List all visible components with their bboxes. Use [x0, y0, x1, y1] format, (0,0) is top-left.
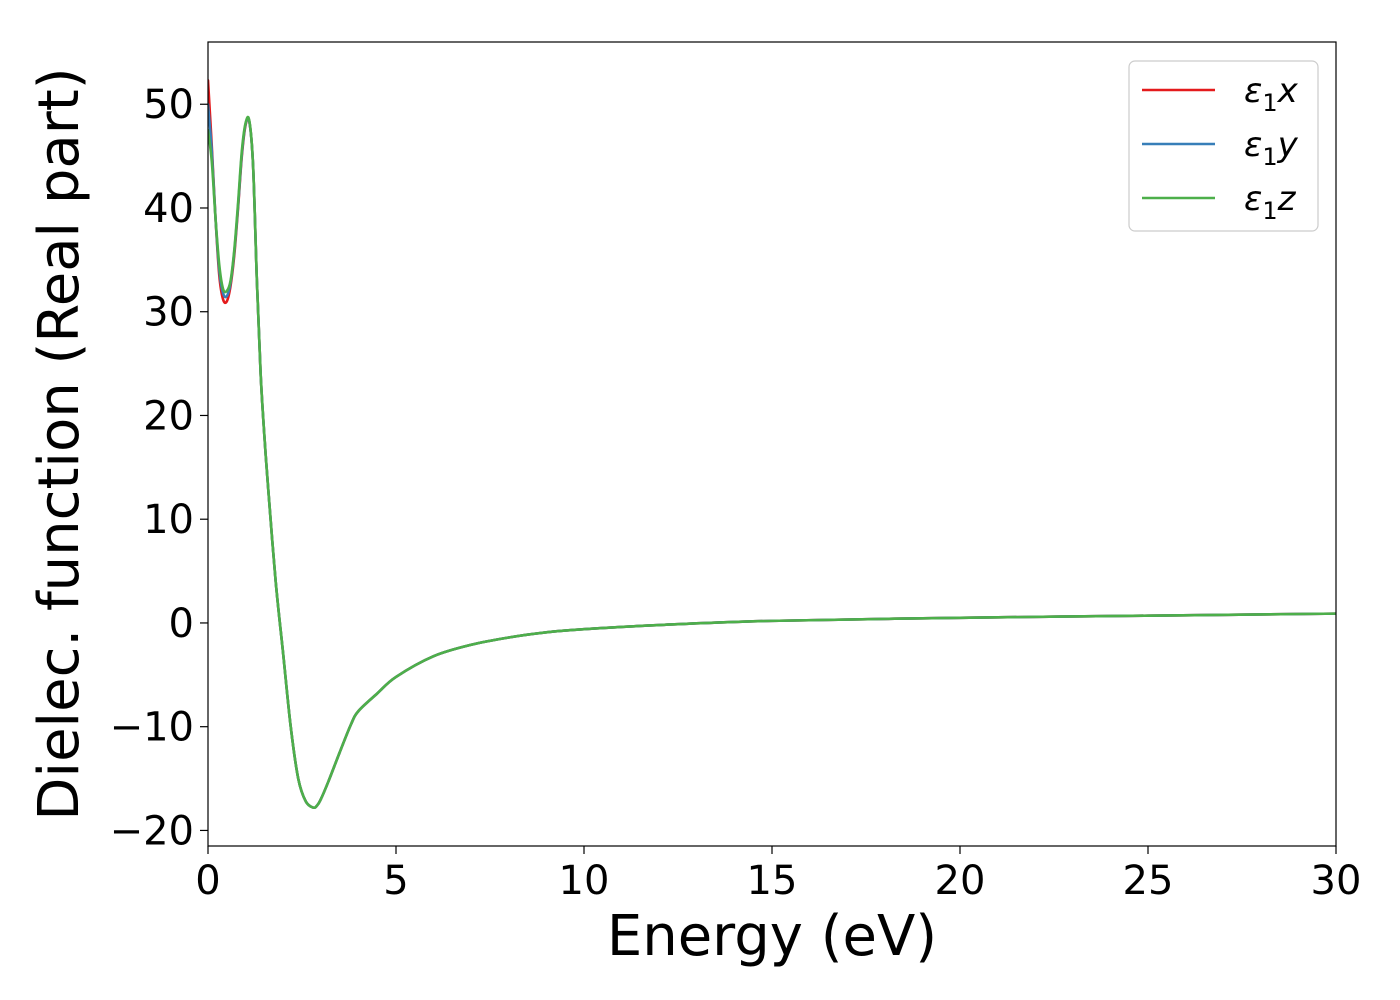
legend-component: y: [1277, 125, 1299, 165]
x-tick-label: 30: [1311, 858, 1362, 904]
y-tick-label: 30: [143, 290, 194, 336]
x-tick-label: 15: [747, 858, 798, 904]
legend-label-y: ε1y: [1244, 125, 1299, 171]
series-layer: [208, 79, 1336, 810]
legend-label-z: ε1z: [1244, 179, 1297, 225]
y-tick-label: 10: [143, 497, 194, 543]
y-axis-title: Dielec. function (Real part): [27, 67, 92, 820]
x-tick-label: 0: [195, 858, 220, 904]
y-tick-label: −10: [110, 705, 194, 751]
legend-symbol: ε: [1244, 71, 1262, 111]
legend-symbol: ε: [1244, 125, 1262, 165]
legend-box: [1128, 60, 1319, 232]
y-axis-ticks: −20 −10 0 10 20 30 40 50: [110, 82, 208, 854]
x-tick-label: 25: [1123, 858, 1174, 904]
x-tick-label: 5: [383, 858, 408, 904]
legend-subscript: 1: [1262, 89, 1277, 117]
y-tick-label: −20: [110, 808, 194, 854]
y-tick-label: 40: [143, 186, 194, 232]
series-line-z: [208, 115, 1336, 810]
legend-label-x: ε1x: [1244, 71, 1299, 117]
legend-subscript: 1: [1262, 143, 1277, 171]
legend-component: x: [1277, 71, 1299, 111]
x-tick-label: 20: [935, 858, 986, 904]
legend-symbol: ε: [1244, 179, 1262, 219]
x-axis-ticks: 0 5 10 15 20 25 30: [195, 846, 1361, 904]
legend-subscript: 1: [1262, 197, 1277, 225]
x-axis-title: Energy (eV): [607, 904, 937, 969]
legend-component: z: [1277, 179, 1297, 219]
y-tick-label: 50: [143, 82, 194, 128]
y-tick-label: 20: [143, 393, 194, 439]
x-tick-label: 10: [559, 858, 610, 904]
y-tick-label: 0: [169, 601, 194, 647]
